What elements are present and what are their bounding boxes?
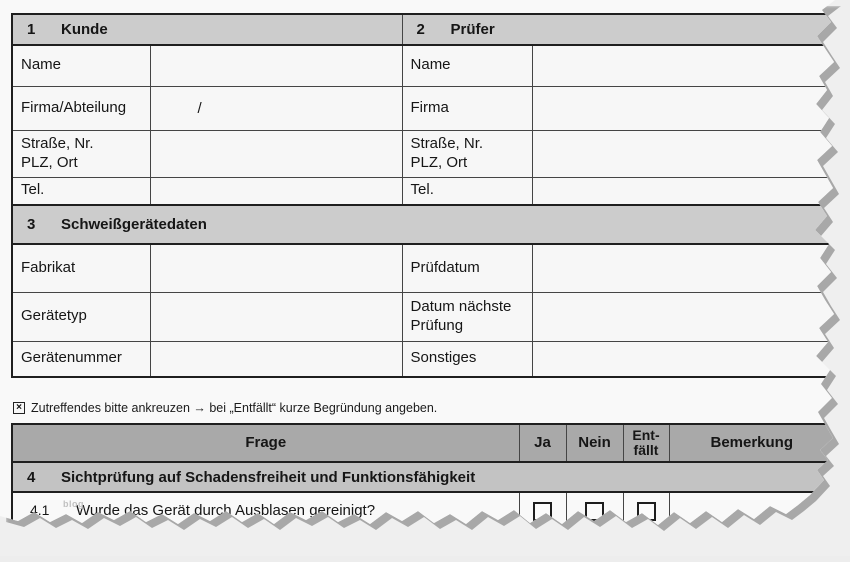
pruefer-name-field[interactable] bbox=[531, 44, 835, 87]
fabrikat-field[interactable] bbox=[149, 243, 403, 293]
geraetetyp-field[interactable] bbox=[149, 291, 403, 342]
checkbox-nein[interactable] bbox=[585, 502, 604, 521]
section-number: 4 bbox=[27, 468, 36, 486]
section-number: 3 bbox=[27, 216, 36, 233]
sonstiges-label: Sonstiges bbox=[401, 340, 533, 378]
checklist-table: Frage Ja Nein Ent- fällt Bemerkung 4 Sich… bbox=[11, 423, 835, 525]
column-header-ja: Ja bbox=[518, 423, 567, 463]
kunde-tel-label: Tel. bbox=[11, 176, 151, 206]
pruefer-firma-label: Firma bbox=[401, 85, 533, 131]
kunde-strasse-label: Straße, Nr. PLZ, Ort bbox=[11, 129, 151, 178]
section-title: Sichtprüfung auf Schadensfreiheit und Fu… bbox=[61, 468, 476, 486]
section-number: 1 bbox=[27, 21, 36, 38]
section-title: Schweißgerätedaten bbox=[61, 216, 207, 233]
naechste-pruefung-field[interactable] bbox=[531, 291, 835, 342]
section-number: 2 bbox=[416, 21, 425, 38]
section-header-pruefer: 2 Prüfer bbox=[401, 13, 835, 46]
pruefer-tel-label: Tel. bbox=[401, 176, 533, 206]
section-header-sichtpruefung: 4 Sichtprüfung auf Schadensfreiheit und F… bbox=[11, 461, 835, 493]
kunde-strasse-field[interactable] bbox=[149, 129, 403, 178]
column-header-bemerkung: Bemerkung bbox=[668, 423, 835, 463]
column-header-entfaellt: Ent- fällt bbox=[622, 423, 670, 463]
master-data-table: 1 Kunde 2 Prüfer Name Name Firma/Abteilung… bbox=[11, 13, 835, 378]
pruefer-name-label: Name bbox=[401, 44, 533, 87]
pruefer-strasse-field[interactable] bbox=[531, 129, 835, 178]
pruefer-tel-field[interactable] bbox=[531, 176, 835, 206]
pruefer-firma-field[interactable] bbox=[531, 85, 835, 131]
kunde-name-label: Name bbox=[11, 44, 151, 87]
fabrikat-label: Fabrikat bbox=[11, 243, 151, 293]
column-header-frage: Frage bbox=[11, 423, 520, 463]
geraetenummer-label: Gerätenummer bbox=[11, 340, 151, 378]
watermark-text: blog bbox=[63, 499, 84, 509]
naechste-pruefung-label: Datum nächste Prüfung bbox=[401, 291, 533, 342]
instruction-note: × Zutreffendes bitte ankreuzen → bei „En… bbox=[13, 401, 437, 415]
checked-box-icon: × bbox=[13, 402, 25, 414]
section-header-kunde: 1 Kunde bbox=[11, 13, 403, 46]
kunde-firma-label: Firma/Abteilung bbox=[11, 85, 151, 131]
section-header-geraetedaten: 3 Schweißgerätedaten bbox=[11, 204, 835, 245]
kunde-firma-field[interactable]: / bbox=[149, 85, 403, 131]
firma-abteilung-separator: / bbox=[197, 99, 202, 117]
kunde-tel-field[interactable] bbox=[149, 176, 403, 206]
column-header-nein: Nein bbox=[565, 423, 624, 463]
kunde-name-field[interactable] bbox=[149, 44, 403, 87]
pruefer-strasse-label: Straße, Nr. PLZ, Ort bbox=[401, 129, 533, 178]
pruefdatum-label: Prüfdatum bbox=[401, 243, 533, 293]
geraetetyp-label: Gerätetyp bbox=[11, 291, 151, 342]
pruefdatum-field[interactable] bbox=[531, 243, 835, 293]
instruction-note-text: Zutreffendes bitte ankreuzen → bei „Entf… bbox=[31, 401, 438, 415]
question-text: Wurde das Gerät durch Ausblasen gereinig… bbox=[76, 502, 376, 519]
section-title: Kunde bbox=[61, 21, 108, 38]
geraetenummer-field[interactable] bbox=[149, 340, 403, 378]
section-title: Prüfer bbox=[450, 21, 495, 38]
sonstiges-field[interactable] bbox=[531, 340, 835, 378]
